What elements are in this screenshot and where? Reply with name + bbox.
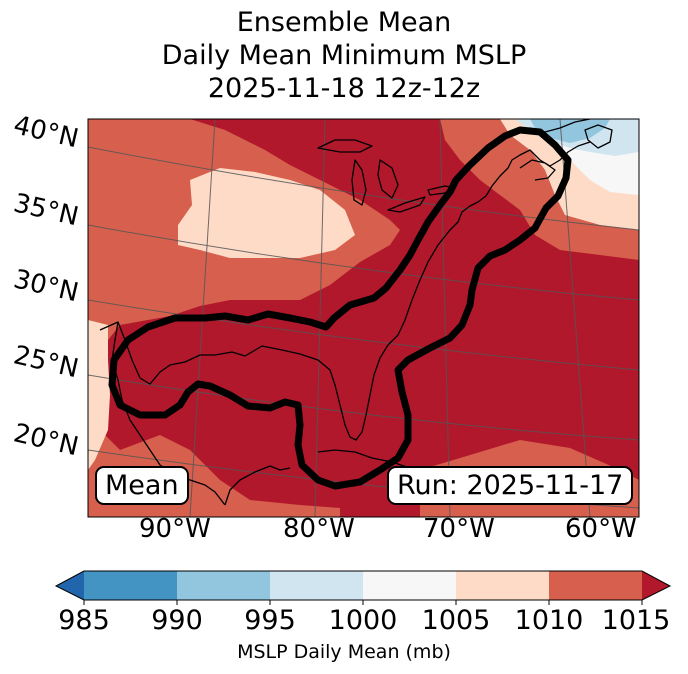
colorbar-tick-985: 985 bbox=[58, 605, 110, 636]
title-line-2: Daily Mean Minimum MSLP bbox=[161, 40, 527, 71]
colorbar-tick-1010: 1010 bbox=[514, 605, 584, 636]
lake-michigan bbox=[351, 159, 367, 206]
coast-yucatan bbox=[224, 465, 291, 506]
colorbar-tick-1000: 1000 bbox=[328, 605, 398, 636]
coast-gulf-atlantic bbox=[99, 141, 591, 441]
meridian-70w bbox=[439, 119, 451, 517]
map-panel bbox=[88, 119, 639, 517]
parallel-40n bbox=[88, 146, 639, 231]
lake-superior bbox=[317, 139, 373, 153]
lake-erie bbox=[387, 196, 426, 213]
colorbar-segment-985-990 bbox=[84, 571, 177, 600]
title-line-3: 2025-11-18 12z-12z bbox=[207, 73, 481, 104]
mean-contour bbox=[108, 126, 572, 490]
coast-newfoundland bbox=[584, 124, 613, 149]
colorbar-tick-1015: 1015 bbox=[601, 605, 671, 636]
colorbar-under-arrow bbox=[56, 571, 84, 600]
colorbar-segment-990-995 bbox=[177, 571, 270, 600]
run-date-box: Run: 2025-11-17 bbox=[387, 466, 634, 505]
lon-label-90w: 90°W bbox=[139, 514, 211, 544]
field-peach-west bbox=[88, 320, 110, 470]
map-frame bbox=[87, 118, 640, 518]
colorbar-tick-marks bbox=[83, 600, 643, 605]
colorbar-segment-1005-1010 bbox=[456, 571, 549, 600]
coast-nova-scotia bbox=[519, 159, 556, 181]
lon-label-80w: 80°W bbox=[283, 514, 355, 544]
colorbar-segment-995-1000 bbox=[270, 571, 363, 600]
colorbar-label: MSLP Daily Mean (mb) bbox=[237, 641, 451, 663]
field-peach-plains bbox=[178, 168, 355, 258]
lake-huron bbox=[377, 159, 399, 199]
colorbar-tick-995: 995 bbox=[244, 605, 296, 636]
mean-legend-box: Mean bbox=[95, 466, 189, 505]
colorbar-tick-1005: 1005 bbox=[421, 605, 491, 636]
meridian-80w bbox=[314, 119, 326, 517]
parallel-35n bbox=[88, 224, 639, 301]
colorbar-segment-1000-1005 bbox=[363, 571, 456, 600]
lon-label-70w: 70°W bbox=[423, 514, 495, 544]
parallel-25n bbox=[88, 374, 639, 441]
parallel-30n bbox=[88, 299, 639, 371]
colorbar-tick-990: 990 bbox=[151, 605, 203, 636]
colorbar-segment-1010-1015 bbox=[549, 571, 642, 600]
lon-label-60w: 60°W bbox=[565, 514, 637, 544]
colorbar bbox=[54, 570, 672, 605]
title-line-1: Ensemble Mean bbox=[236, 7, 452, 38]
colorbar-over-arrow bbox=[642, 571, 670, 600]
